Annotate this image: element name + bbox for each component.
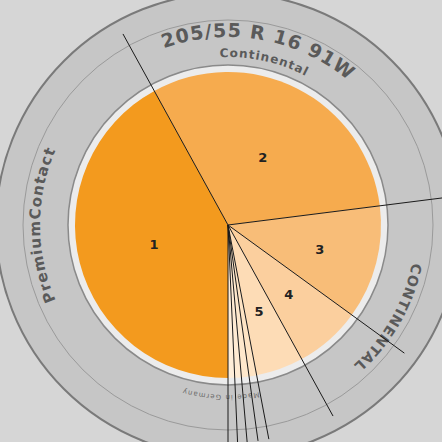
diagram: 205/55 R 16 91WContinentalPremiumContact… — [0, 0, 442, 442]
slice-label: 3 — [315, 242, 324, 257]
tire-marking: 205/55 R 16 91W — [158, 19, 359, 84]
slice-label: 1 — [149, 237, 158, 252]
tire — [0, 0, 442, 442]
divider-line — [228, 225, 229, 442]
slice-label: 4 — [284, 287, 293, 302]
divider-line — [228, 225, 269, 439]
divider-line — [228, 225, 247, 442]
divider-line — [228, 198, 442, 225]
tire-marking: Made in Germany — [181, 387, 260, 401]
slice — [154, 72, 380, 225]
divider-line — [123, 34, 228, 225]
divider-line — [228, 225, 238, 442]
slice-label: 5 — [255, 304, 264, 319]
tire-marking: PremiumContact — [26, 144, 60, 306]
slice-label: 2 — [258, 150, 267, 165]
divider-line — [228, 225, 333, 416]
divider-line — [228, 225, 404, 353]
